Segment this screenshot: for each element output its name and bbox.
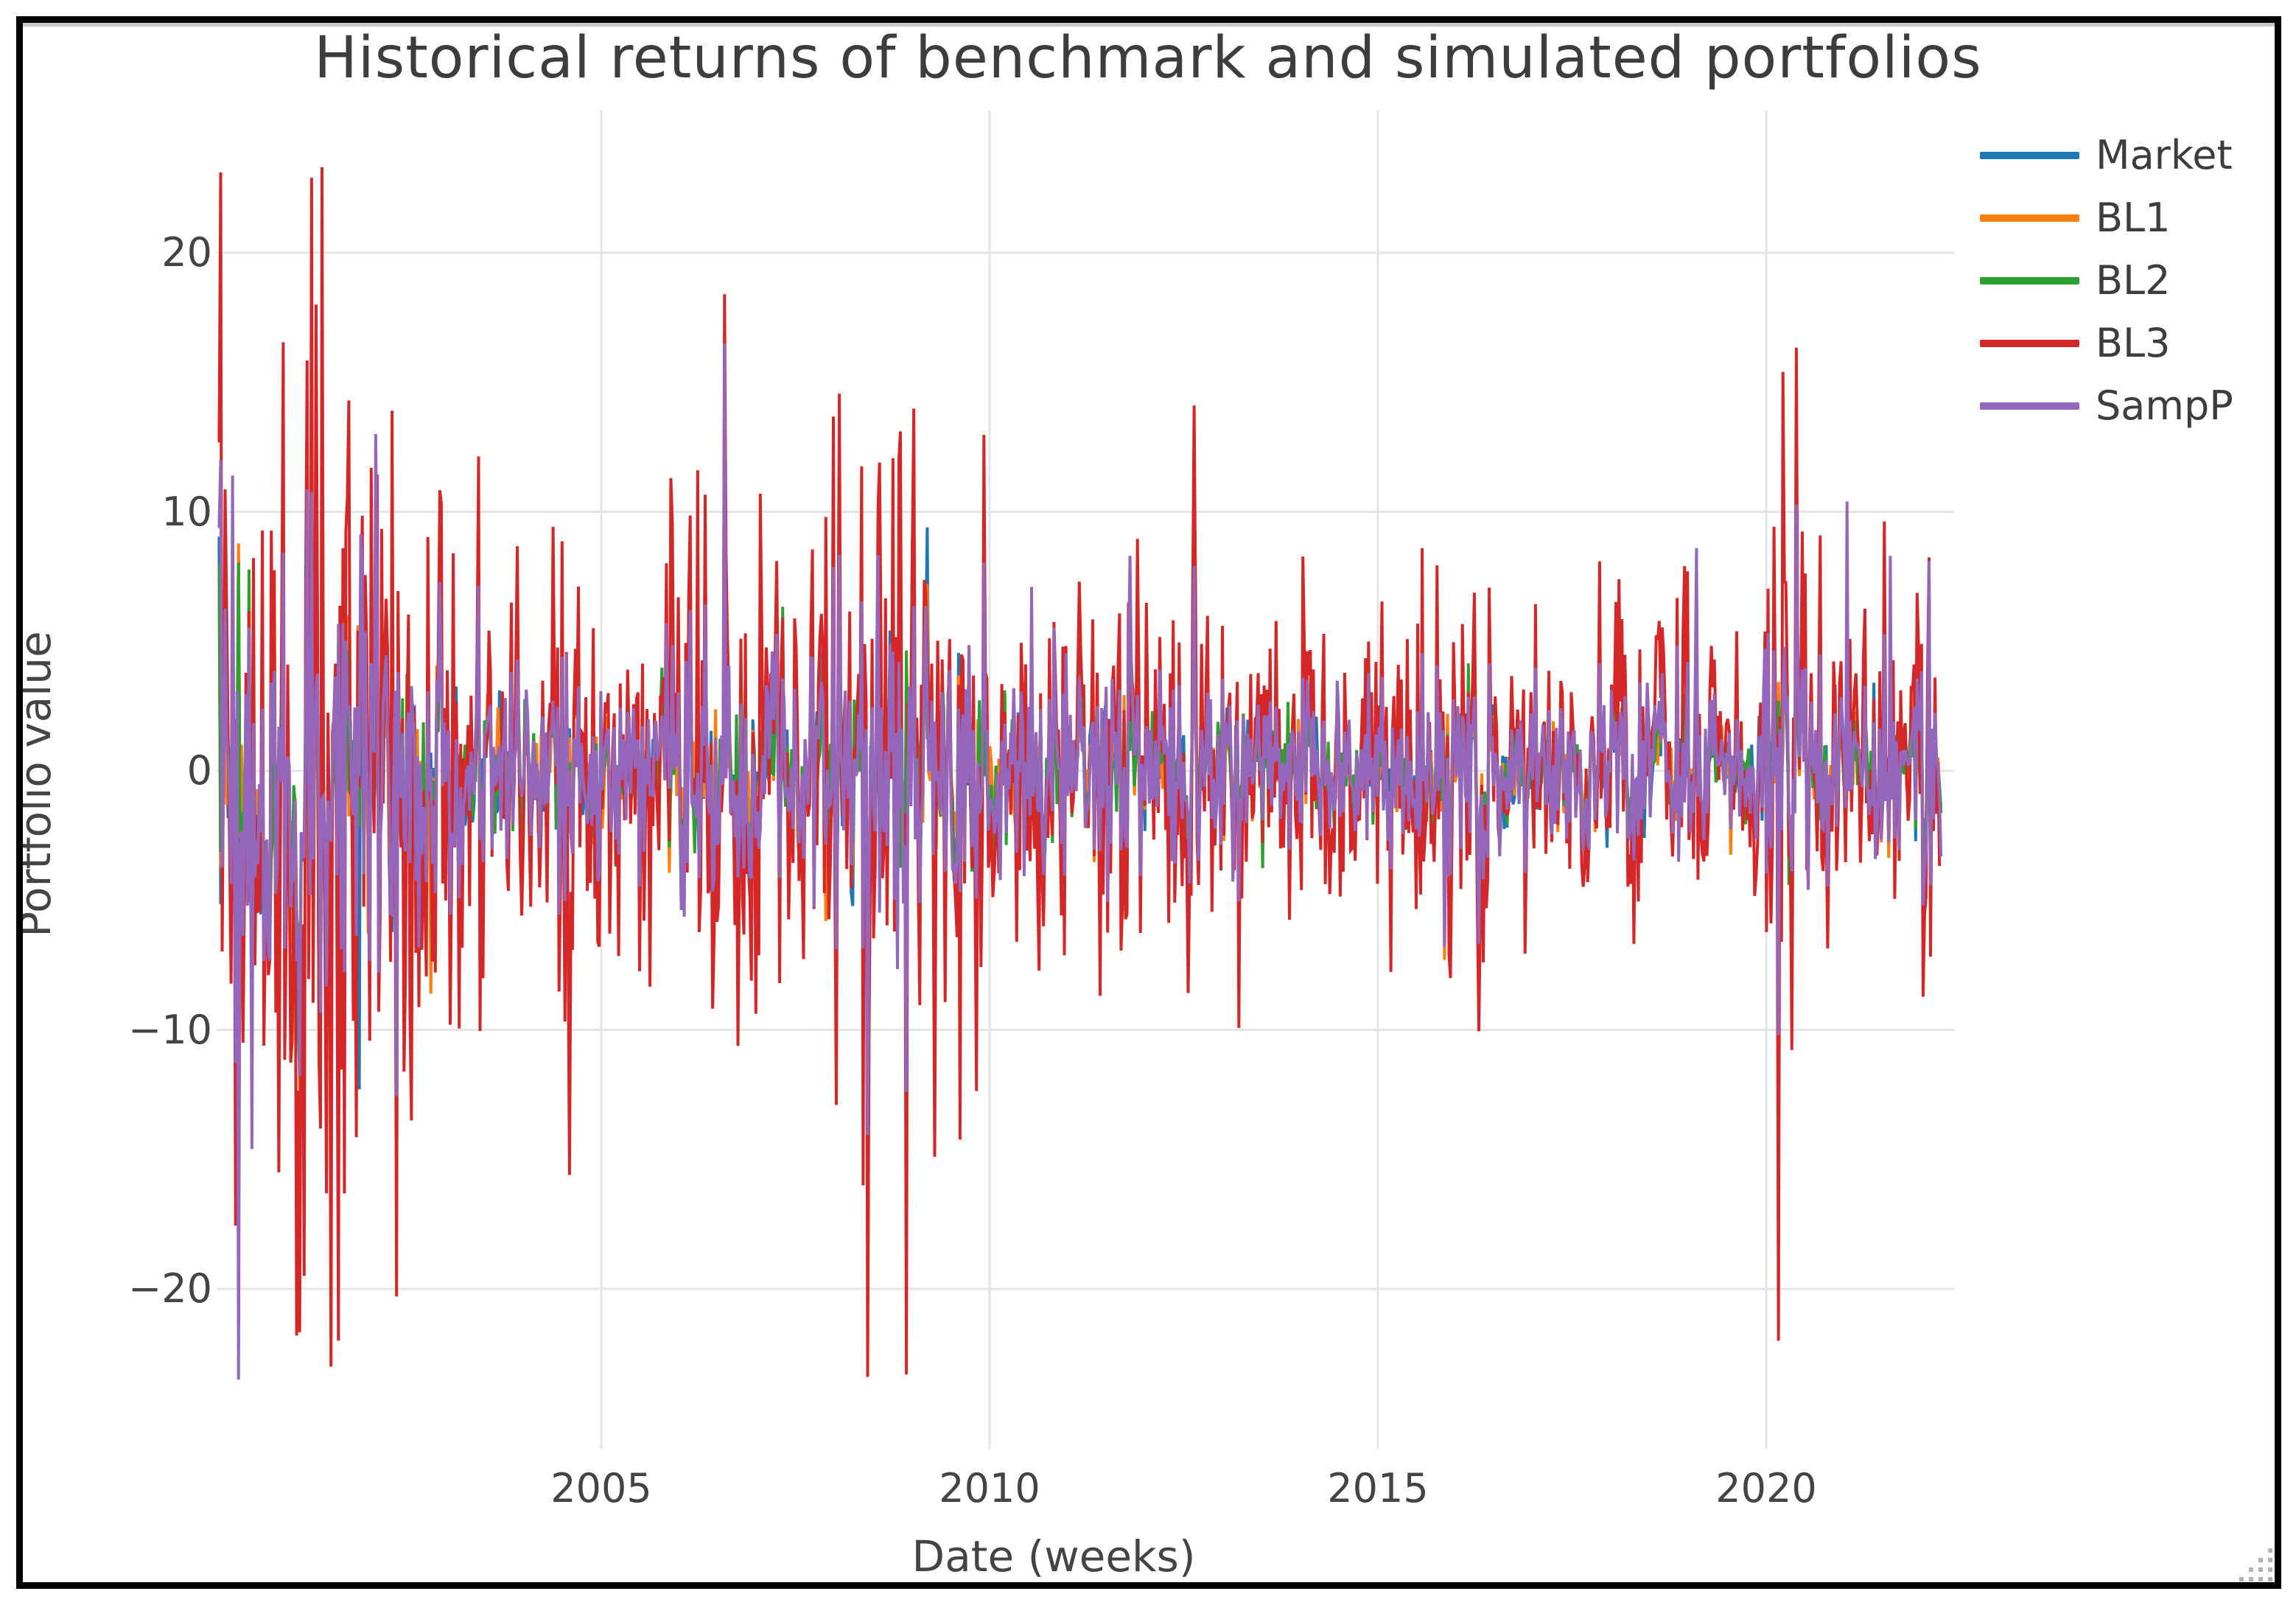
grip-dot — [2258, 1567, 2263, 1572]
legend-item-bl1[interactable]: BL1 — [1980, 186, 2233, 249]
grip-dot — [2268, 1567, 2272, 1572]
grip-dot — [2249, 1577, 2253, 1581]
legend-label: Market — [2096, 132, 2233, 178]
resize-grip-icon[interactable] — [2233, 1542, 2275, 1584]
legend-item-market[interactable]: Market — [1980, 124, 2233, 186]
x-tick-label: 2020 — [1715, 1465, 1817, 1511]
grip-dot — [2258, 1558, 2263, 1562]
plot-area[interactable] — [217, 111, 1954, 1449]
y-tick-label: 10 — [161, 488, 212, 535]
bl2-line-swatch-icon — [1980, 276, 2079, 284]
grip-dot — [2249, 1567, 2253, 1572]
legend-label: SampP — [2096, 382, 2233, 429]
y-tick-label: −20 — [128, 1265, 212, 1312]
x-tick-label: 2005 — [550, 1465, 652, 1511]
bl3-line-swatch-icon — [1980, 339, 2079, 347]
legend-item-bl3[interactable]: BL3 — [1980, 312, 2233, 374]
chart-title: Historical returns of benchmark and simu… — [314, 25, 1982, 91]
y-tick-label: −10 — [128, 1006, 212, 1053]
series-line-sampp — [217, 343, 1943, 1380]
legend: Market BL1 BL2 BL3 SampP — [1980, 124, 2233, 437]
grip-dot — [2258, 1577, 2263, 1581]
grip-dot — [2268, 1548, 2272, 1553]
market-line-swatch-icon — [1980, 151, 2079, 159]
y-tick-label: 0 — [186, 747, 212, 794]
x-tick-label: 2010 — [939, 1465, 1040, 1511]
grip-dot — [2268, 1577, 2272, 1581]
y-tick-label: 20 — [161, 229, 212, 276]
legend-item-sampp[interactable]: SampP — [1980, 374, 2233, 437]
legend-item-bl2[interactable]: BL2 — [1980, 249, 2233, 312]
legend-label: BL1 — [2096, 195, 2171, 241]
bl1-line-swatch-icon — [1980, 214, 2079, 222]
grip-dot — [2239, 1577, 2244, 1581]
legend-label: BL2 — [2096, 257, 2171, 304]
x-tick-label: 2015 — [1327, 1465, 1429, 1511]
sampp-line-swatch-icon — [1980, 402, 2079, 410]
grip-dot — [2268, 1558, 2272, 1562]
legend-label: BL3 — [2096, 320, 2171, 366]
x-axis-title: Date (weeks) — [911, 1531, 1196, 1581]
